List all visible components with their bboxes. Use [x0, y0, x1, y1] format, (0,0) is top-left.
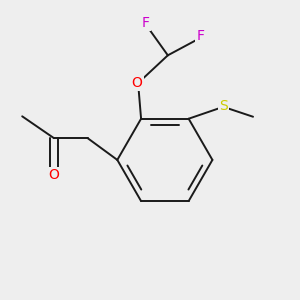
Text: S: S — [219, 99, 228, 113]
Text: O: O — [49, 168, 59, 182]
Text: F: F — [196, 28, 205, 43]
Text: O: O — [132, 76, 142, 90]
Text: F: F — [142, 16, 150, 30]
